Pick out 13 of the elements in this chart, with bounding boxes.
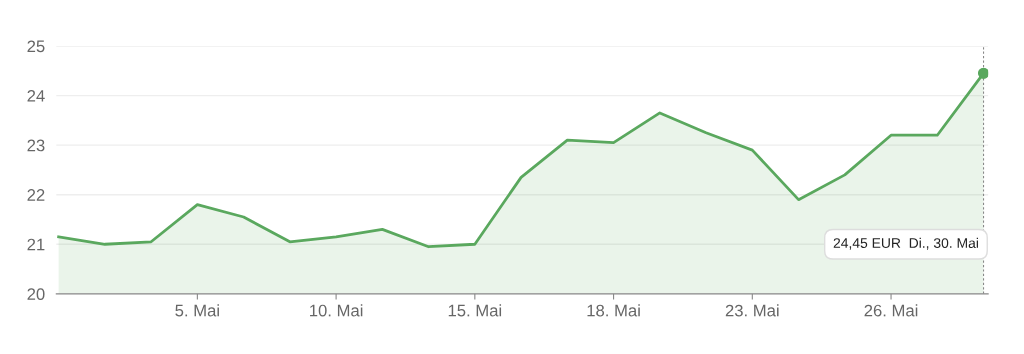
x-tick-label: 5. Mai [175, 304, 219, 317]
y-tick-label: 20 [27, 288, 45, 301]
x-tick-label: 26. Mai [864, 304, 918, 317]
y-tick-label: 23 [27, 139, 45, 152]
x-tick-label: 10. Mai [310, 304, 363, 317]
y-tick-label: 22 [27, 189, 45, 201]
annotation: 24,45 EUR Di., 30. Mai [833, 237, 978, 250]
y-tick-label: 25 [27, 40, 45, 53]
x-tick-label: 18. Mai [587, 304, 640, 317]
y-tick-label: 24 [27, 89, 45, 102]
y-tick-label: 21 [27, 238, 45, 251]
x-tick-label: 23. Mai [725, 304, 779, 317]
x-tick-label: 15. Mai [448, 304, 502, 317]
